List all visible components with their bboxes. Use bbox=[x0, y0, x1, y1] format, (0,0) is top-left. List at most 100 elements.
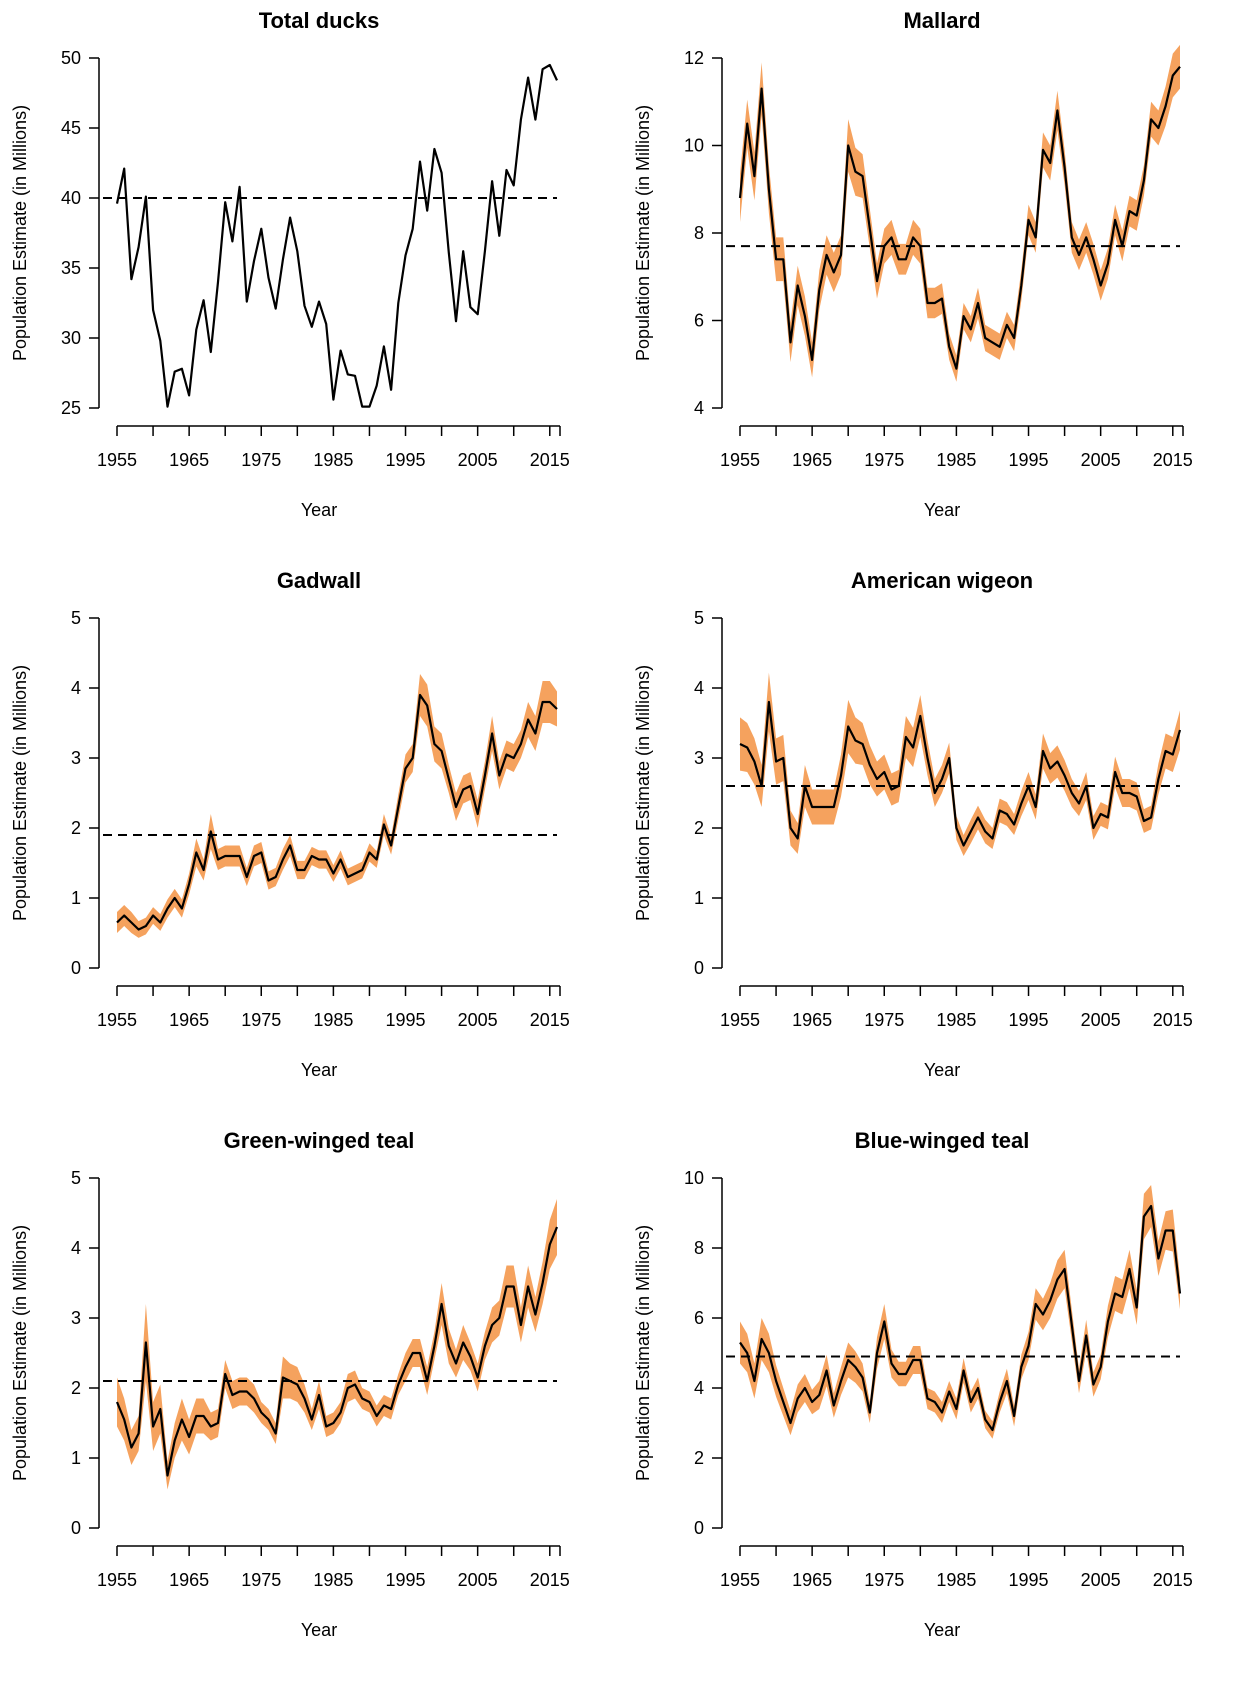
x-axis-label: Year bbox=[924, 500, 960, 520]
y-axis: 25 30 35 40 45 50 Population Estimate (in Mill… bbox=[10, 48, 100, 418]
y-tick-label: 50 bbox=[61, 48, 81, 68]
panel-blue-winged-teal: Blue-winged teal 0 2 4 6 8 10 Population Estima… bbox=[623, 1120, 1246, 1680]
series-line bbox=[116, 693, 558, 931]
chart-title: Total ducks bbox=[259, 8, 380, 33]
x-tick-label: 2015 bbox=[1153, 450, 1193, 470]
y-axis-label: Population Estimate (in Millions) bbox=[633, 665, 653, 921]
x-tick-label: 1985 bbox=[936, 1010, 976, 1030]
confidence-band bbox=[117, 674, 557, 938]
y-tick-label: 0 bbox=[694, 958, 704, 978]
y-axis: 0 2 4 6 8 10 Population Estimate (in Millions) bbox=[633, 1168, 723, 1538]
confidence-band bbox=[117, 1199, 557, 1490]
y-tick-label: 0 bbox=[71, 958, 81, 978]
y-tick-label: 5 bbox=[71, 608, 81, 628]
chart-svg: Total ducks 25 30 35 40 45 50 Population Estima… bbox=[10, 8, 570, 520]
y-tick-label: 12 bbox=[684, 48, 704, 68]
y-tick-label: 5 bbox=[71, 1168, 81, 1188]
x-tick-label: 1955 bbox=[97, 1010, 137, 1030]
y-tick-label: 3 bbox=[694, 748, 704, 768]
x-axis: 1955 1965 1975 1985 1995 2005 2015 Year bbox=[97, 425, 570, 520]
x-tick-label: 1985 bbox=[313, 1570, 353, 1590]
x-tick-label: 1985 bbox=[936, 450, 976, 470]
y-tick-label: 35 bbox=[61, 258, 81, 278]
x-tick-label: 1975 bbox=[864, 450, 904, 470]
panel-total-ducks: Total ducks 25 30 35 40 45 50 Population Estima… bbox=[0, 0, 623, 560]
y-tick-label: 4 bbox=[694, 1378, 704, 1398]
x-axis: 1955 1965 1975 1985 1995 2005 2015 Year bbox=[720, 425, 1193, 520]
y-tick-label: 40 bbox=[61, 188, 81, 208]
x-tick-label: 1975 bbox=[864, 1570, 904, 1590]
panel-mallard: Mallard 4 6 8 10 12 Population Estimate (in Mi… bbox=[623, 0, 1246, 560]
y-tick-label: 10 bbox=[684, 136, 704, 156]
x-tick-label: 1965 bbox=[169, 1010, 209, 1030]
y-axis: 4 6 8 10 12 Population Estimate (in Millions) bbox=[633, 48, 723, 418]
confidence-band bbox=[740, 672, 1180, 856]
chart-title: Blue-winged teal bbox=[855, 1128, 1030, 1153]
x-tick-label: 1995 bbox=[1009, 1570, 1049, 1590]
x-axis: 1955 1965 1975 1985 1995 2005 2015 Year bbox=[97, 1545, 570, 1640]
x-tick-label: 1965 bbox=[792, 450, 832, 470]
y-tick-label: 8 bbox=[694, 223, 704, 243]
y-axis: 0 1 2 3 4 5 Population Estimate (in Millions) bbox=[10, 608, 100, 978]
x-tick-label: 1995 bbox=[1009, 1010, 1049, 1030]
x-axis-label: Year bbox=[301, 500, 337, 520]
x-tick-label: 1995 bbox=[1009, 450, 1049, 470]
confidence-band bbox=[740, 1185, 1180, 1439]
y-tick-label: 4 bbox=[694, 678, 704, 698]
y-axis-label: Population Estimate (in Millions) bbox=[10, 105, 30, 361]
x-axis: 1955 1965 1975 1985 1995 2005 2015 Year bbox=[97, 985, 570, 1080]
chart-svg: Green-winged teal 0 1 2 3 4 5 Population Estima… bbox=[10, 1128, 570, 1640]
x-axis-label: Year bbox=[924, 1060, 960, 1080]
y-tick-label: 2 bbox=[694, 1448, 704, 1468]
y-tick-label: 5 bbox=[694, 608, 704, 628]
series-line bbox=[738, 66, 1181, 370]
x-axis-label: Year bbox=[924, 1620, 960, 1640]
y-tick-label: 4 bbox=[694, 398, 704, 418]
x-tick-label: 1975 bbox=[241, 1570, 281, 1590]
x-tick-label: 1965 bbox=[792, 1570, 832, 1590]
y-tick-label: 8 bbox=[694, 1238, 704, 1258]
y-tick-label: 0 bbox=[71, 1518, 81, 1538]
x-tick-label: 1995 bbox=[386, 450, 426, 470]
y-tick-label: 1 bbox=[694, 888, 704, 908]
x-tick-label: 1955 bbox=[97, 450, 137, 470]
y-tick-label: 45 bbox=[61, 118, 81, 138]
x-tick-label: 1995 bbox=[386, 1570, 426, 1590]
panel-gadwall: Gadwall 0 1 2 3 4 5 Population Estimate (in Mil… bbox=[0, 560, 623, 1120]
y-tick-label: 1 bbox=[71, 1448, 81, 1468]
chart-svg: Blue-winged teal 0 2 4 6 8 10 Population Estima… bbox=[633, 1128, 1193, 1640]
chart-title: American wigeon bbox=[851, 568, 1033, 593]
y-tick-label: 4 bbox=[71, 1238, 81, 1258]
y-axis: 0 1 2 3 4 5 Population Estimate (in Millions) bbox=[633, 608, 723, 978]
y-axis-label: Population Estimate (in Millions) bbox=[10, 1225, 30, 1481]
y-tick-label: 3 bbox=[71, 748, 81, 768]
chart-svg: Mallard 4 6 8 10 12 Population Estimate (in Mi… bbox=[633, 8, 1193, 520]
x-tick-label: 1955 bbox=[720, 450, 760, 470]
chart-svg: Gadwall 0 1 2 3 4 5 Population Estimate (in Mil… bbox=[10, 568, 570, 1080]
chart-title: Gadwall bbox=[277, 568, 361, 593]
y-tick-label: 2 bbox=[71, 818, 81, 838]
y-axis-label: Population Estimate (in Millions) bbox=[633, 1225, 653, 1481]
x-tick-label: 2015 bbox=[1153, 1010, 1193, 1030]
x-tick-label: 1965 bbox=[792, 1010, 832, 1030]
confidence-band bbox=[740, 44, 1180, 382]
x-tick-label: 1975 bbox=[241, 1010, 281, 1030]
y-tick-label: 2 bbox=[694, 818, 704, 838]
y-tick-label: 30 bbox=[61, 328, 81, 348]
x-tick-label: 1955 bbox=[720, 1010, 760, 1030]
x-tick-label: 2005 bbox=[1081, 1570, 1121, 1590]
y-tick-label: 4 bbox=[71, 678, 81, 698]
x-tick-label: 1965 bbox=[169, 1570, 209, 1590]
series-line bbox=[115, 63, 558, 408]
x-tick-label: 2005 bbox=[458, 1010, 498, 1030]
series-line bbox=[115, 1226, 559, 1477]
x-tick-label: 2005 bbox=[458, 450, 498, 470]
y-tick-label: 1 bbox=[71, 888, 81, 908]
y-axis: 0 1 2 3 4 5 Population Estimate (in Millions) bbox=[10, 1168, 100, 1538]
series-line bbox=[739, 1204, 1182, 1432]
x-tick-label: 1985 bbox=[313, 1010, 353, 1030]
x-tick-label: 1985 bbox=[313, 450, 353, 470]
chart-title: Mallard bbox=[903, 8, 980, 33]
y-tick-label: 0 bbox=[694, 1518, 704, 1538]
x-tick-label: 1965 bbox=[169, 450, 209, 470]
